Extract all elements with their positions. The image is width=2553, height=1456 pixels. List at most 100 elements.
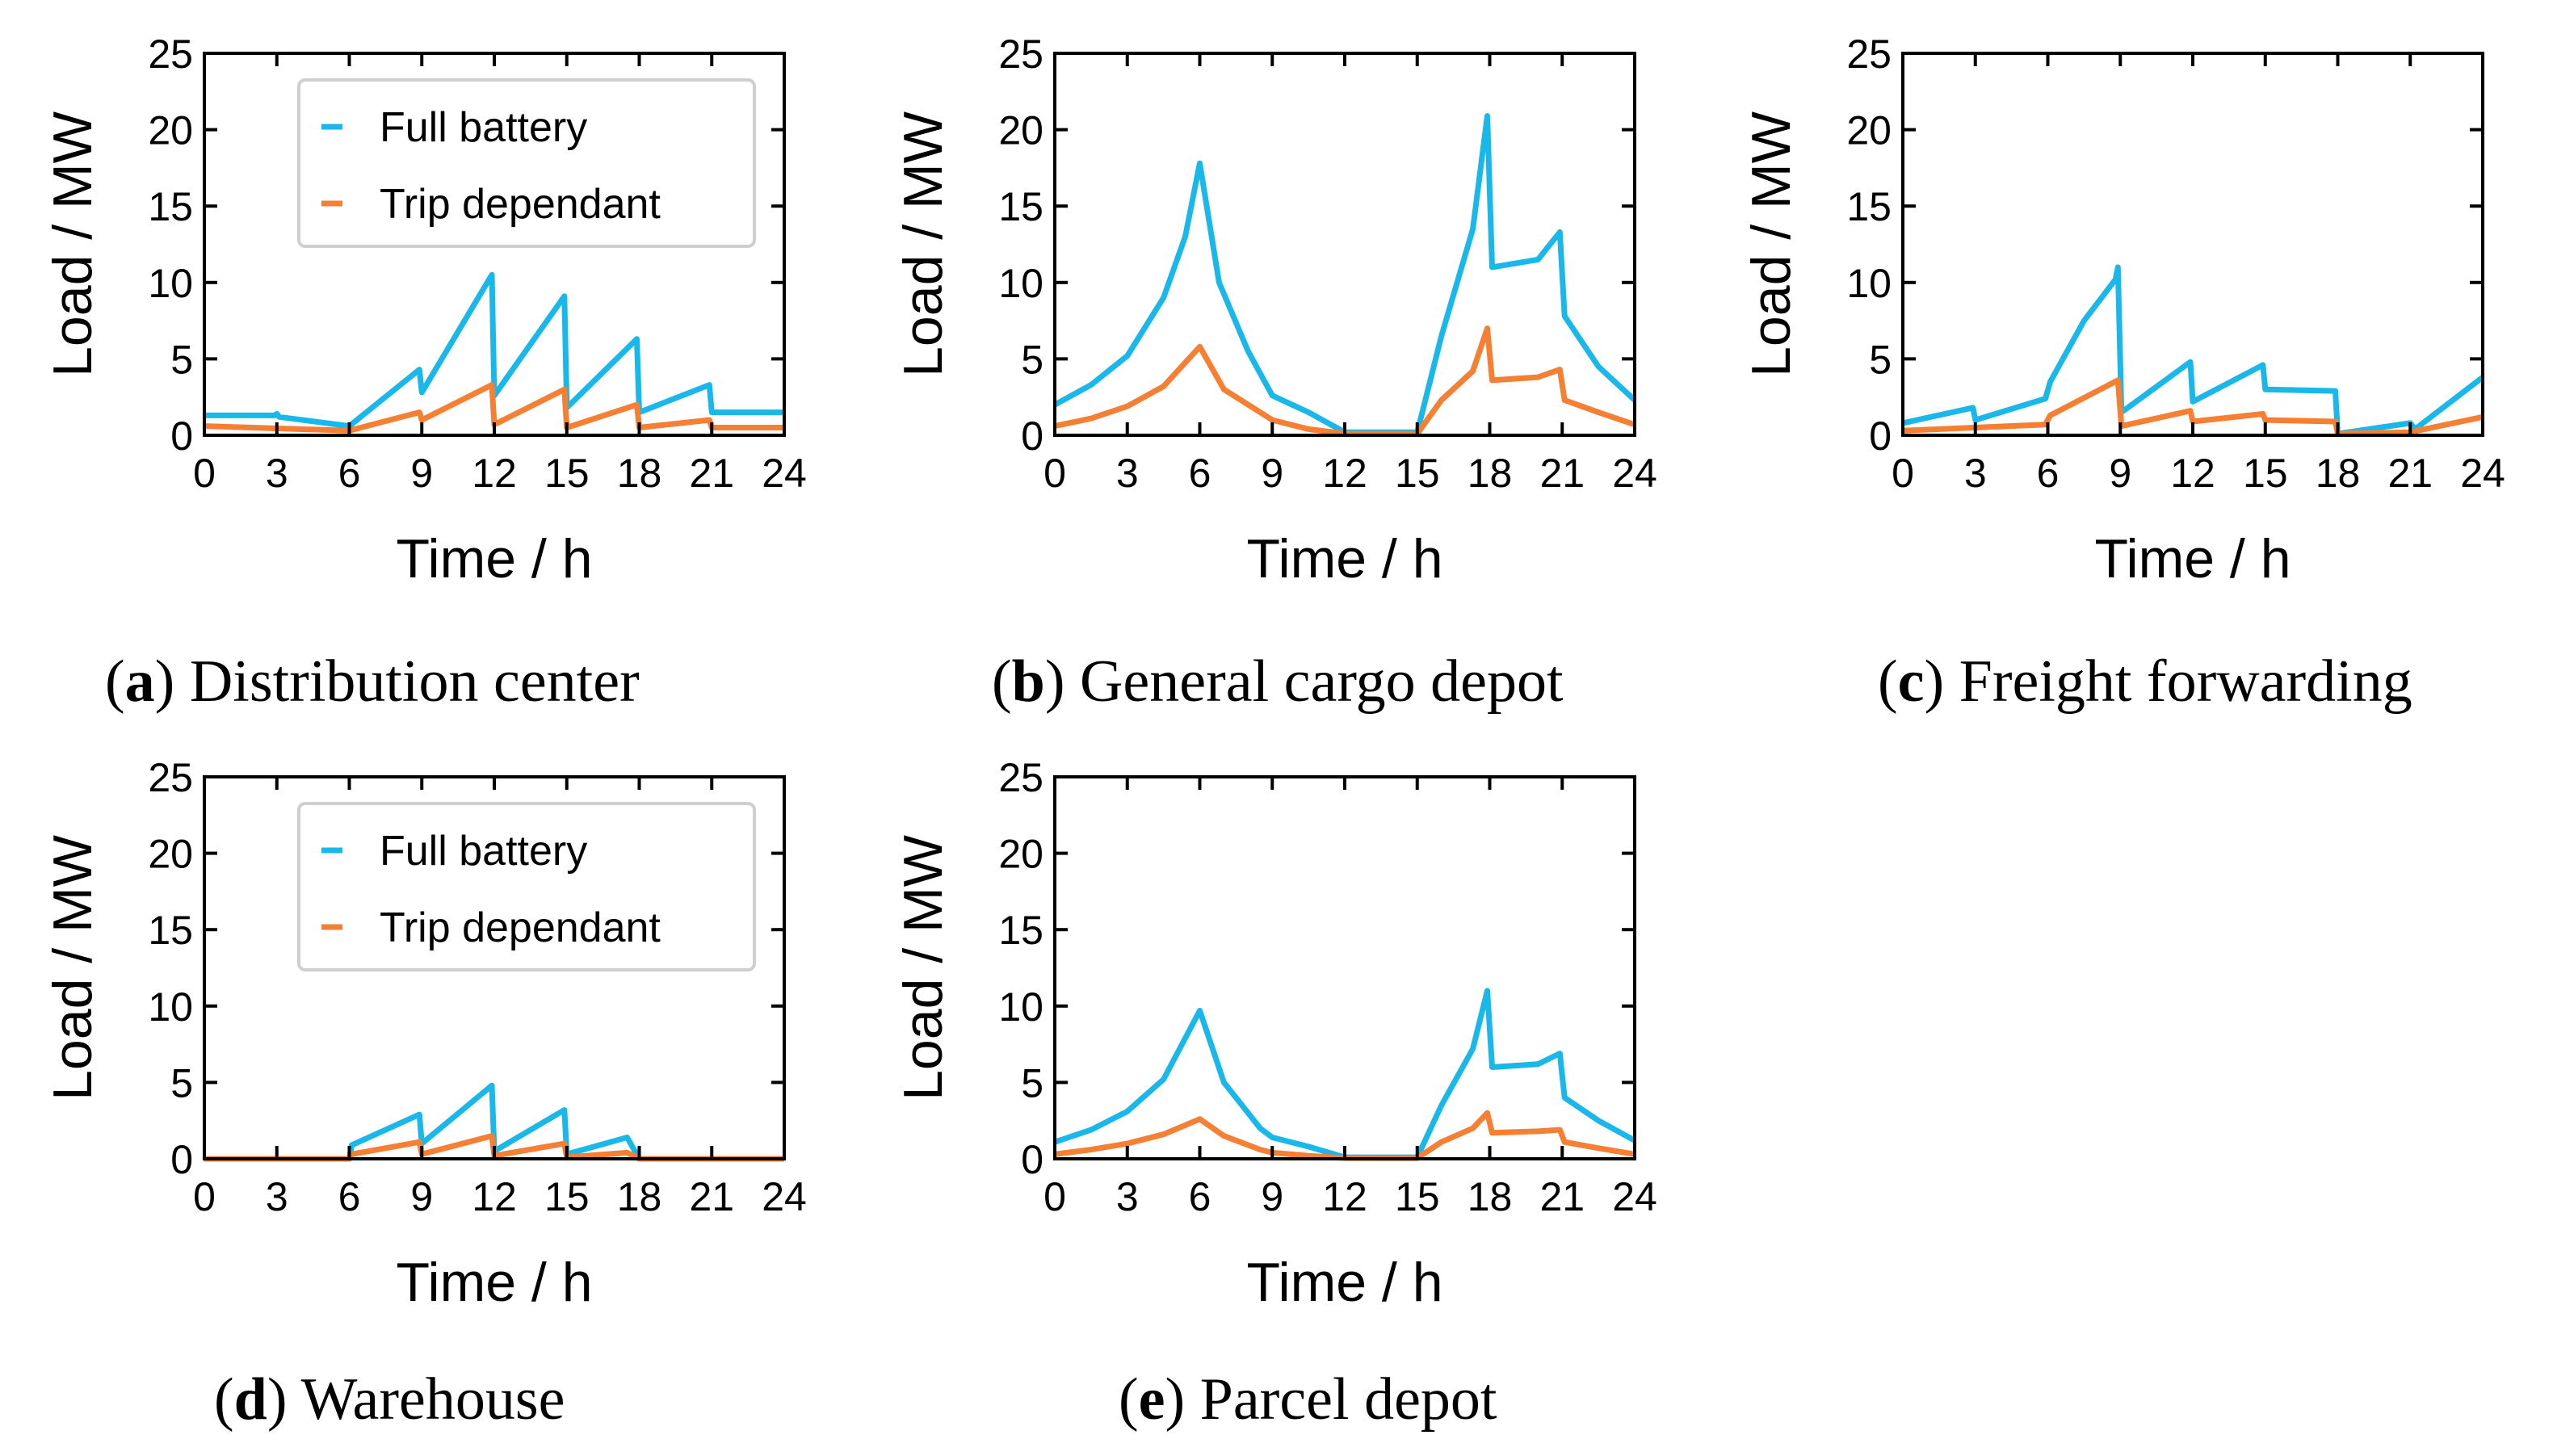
x-tick-label: 0 bbox=[193, 1174, 216, 1219]
y-tick-label: 15 bbox=[998, 908, 1043, 953]
x-axis-label: Time / h bbox=[2094, 528, 2291, 590]
x-tick-label: 3 bbox=[266, 1174, 288, 1219]
x-tick-label: 24 bbox=[762, 1174, 807, 1219]
series-line-full-battery bbox=[1902, 264, 2485, 437]
x-tick-label: 3 bbox=[1964, 451, 1987, 496]
x-tick-label: 12 bbox=[2170, 451, 2215, 496]
x-tick-label: 12 bbox=[472, 1174, 517, 1219]
y-tick-label: 15 bbox=[998, 184, 1043, 229]
y-axis-label: Load / MW bbox=[42, 111, 103, 377]
y-tick-label: 10 bbox=[1846, 261, 1892, 306]
caption-text: Parcel depot bbox=[1200, 1366, 1497, 1433]
y-tick-label: 10 bbox=[148, 984, 193, 1030]
x-tick-label: 18 bbox=[2316, 451, 2361, 496]
caption-paren-close: ) bbox=[155, 648, 190, 715]
x-tick-label: 12 bbox=[1322, 451, 1367, 496]
y-tick-label: 10 bbox=[998, 984, 1043, 1030]
x-tick-label: 12 bbox=[1322, 1174, 1367, 1219]
caption-text: Distribution center bbox=[190, 648, 640, 715]
y-tick-label: 25 bbox=[148, 31, 193, 77]
x-tick-label: 21 bbox=[1539, 1174, 1585, 1219]
x-tick-label: 9 bbox=[2109, 451, 2131, 496]
x-tick-label: 0 bbox=[1892, 451, 1914, 496]
y-tick-label: 15 bbox=[148, 184, 193, 229]
caption-letter: c bbox=[1898, 648, 1925, 715]
x-tick-label: 9 bbox=[1261, 1174, 1283, 1219]
y-tick-label: 10 bbox=[998, 261, 1043, 306]
x-tick-label: 3 bbox=[1116, 1174, 1139, 1219]
y-tick-label: 15 bbox=[1846, 184, 1892, 229]
chart-panel-b: 0 3 6 9 12 15 18 21 24 0 5 10 15 20 25 Time / h Load / M… bbox=[892, 31, 1657, 715]
x-tick-label: 15 bbox=[2243, 451, 2288, 496]
x-tick-label: 12 bbox=[472, 451, 517, 496]
caption-letter: a bbox=[125, 648, 155, 715]
x-tick-label: 0 bbox=[1043, 1174, 1066, 1219]
x-tick-label: 3 bbox=[266, 451, 288, 496]
y-tick-label: 5 bbox=[1021, 337, 1043, 382]
chart-panel-a: 0 3 6 9 12 15 18 21 24 0 5 10 15 20 25 Time / h Load / M… bbox=[42, 31, 807, 715]
y-tick-label: 15 bbox=[148, 908, 193, 953]
y-tick-label: 20 bbox=[148, 108, 193, 153]
y-tick-label: 20 bbox=[998, 108, 1043, 153]
panel-caption: (e) Parcel depot bbox=[1119, 1366, 1497, 1433]
x-tick-label: 18 bbox=[617, 1174, 662, 1219]
x-tick-label: 18 bbox=[617, 451, 662, 496]
legend: Full battery Trip dependant bbox=[297, 802, 756, 971]
y-tick-label: 0 bbox=[170, 1137, 193, 1182]
x-tick-label: 6 bbox=[1189, 451, 1211, 496]
legend-label: Trip dependant bbox=[380, 904, 661, 951]
panel-caption: (a) Distribution center bbox=[105, 648, 640, 715]
x-tick-label: 6 bbox=[338, 1174, 361, 1219]
y-tick-label: 20 bbox=[998, 832, 1043, 877]
caption-text: General cargo depot bbox=[1080, 648, 1564, 715]
caption-letter: d bbox=[234, 1366, 267, 1433]
x-axis-label: Time / h bbox=[1246, 1252, 1442, 1313]
series-line-full-battery bbox=[1053, 113, 1637, 435]
x-tick-label: 15 bbox=[1395, 451, 1440, 496]
x-tick-label: 18 bbox=[1468, 451, 1513, 496]
caption-paren-close: ) bbox=[1925, 648, 1959, 715]
y-axis-label: Load / MW bbox=[42, 835, 103, 1101]
x-tick-label: 21 bbox=[1539, 451, 1585, 496]
x-tick-label: 6 bbox=[2037, 451, 2060, 496]
caption-text: Warehouse bbox=[301, 1366, 565, 1433]
x-tick-label: 24 bbox=[1612, 1174, 1657, 1219]
y-axis-label: Load / MW bbox=[892, 111, 954, 377]
legend-label: Full battery bbox=[380, 828, 587, 875]
caption-paren-close: ) bbox=[1045, 648, 1080, 715]
caption-paren-open: ( bbox=[1119, 1366, 1139, 1433]
x-tick-label: 6 bbox=[1189, 1174, 1211, 1219]
y-axis-label: Load / MW bbox=[892, 835, 954, 1101]
y-tick-label: 25 bbox=[998, 755, 1043, 800]
caption-paren-open: ( bbox=[1878, 648, 1898, 715]
panel-caption: (c) Freight forwarding bbox=[1878, 648, 2412, 715]
y-tick-label: 5 bbox=[1021, 1060, 1043, 1106]
x-axis-label: Time / h bbox=[1246, 528, 1442, 590]
x-tick-label: 3 bbox=[1116, 451, 1139, 496]
x-tick-label: 15 bbox=[544, 451, 590, 496]
x-axis-label: Time / h bbox=[396, 1252, 592, 1313]
x-tick-label: 18 bbox=[1468, 1174, 1513, 1219]
series-line-trip-dependant bbox=[204, 1133, 784, 1162]
caption-paren-open: ( bbox=[992, 648, 1012, 715]
legend-box bbox=[297, 78, 756, 248]
x-tick-label: 21 bbox=[689, 451, 734, 496]
panel-caption: (b) General cargo depot bbox=[992, 648, 1564, 715]
x-tick-label: 6 bbox=[338, 451, 361, 496]
caption-letter: b bbox=[1012, 648, 1045, 715]
x-tick-label: 0 bbox=[1043, 451, 1066, 496]
caption-paren-open: ( bbox=[214, 1366, 234, 1433]
y-tick-label: 10 bbox=[148, 261, 193, 306]
x-tick-label: 15 bbox=[1395, 1174, 1440, 1219]
y-tick-label: 25 bbox=[998, 31, 1043, 77]
caption-paren-open: ( bbox=[105, 648, 125, 715]
series-line-trip-dependant bbox=[204, 382, 784, 434]
x-axis-label: Time / h bbox=[396, 528, 592, 590]
series-line-trip-dependant bbox=[1054, 325, 1636, 437]
x-tick-label: 21 bbox=[689, 1174, 734, 1219]
x-tick-label: 15 bbox=[544, 1174, 590, 1219]
legend-label: Full battery bbox=[380, 104, 587, 151]
x-tick-label: 9 bbox=[1261, 451, 1283, 496]
legend-box bbox=[297, 802, 756, 971]
